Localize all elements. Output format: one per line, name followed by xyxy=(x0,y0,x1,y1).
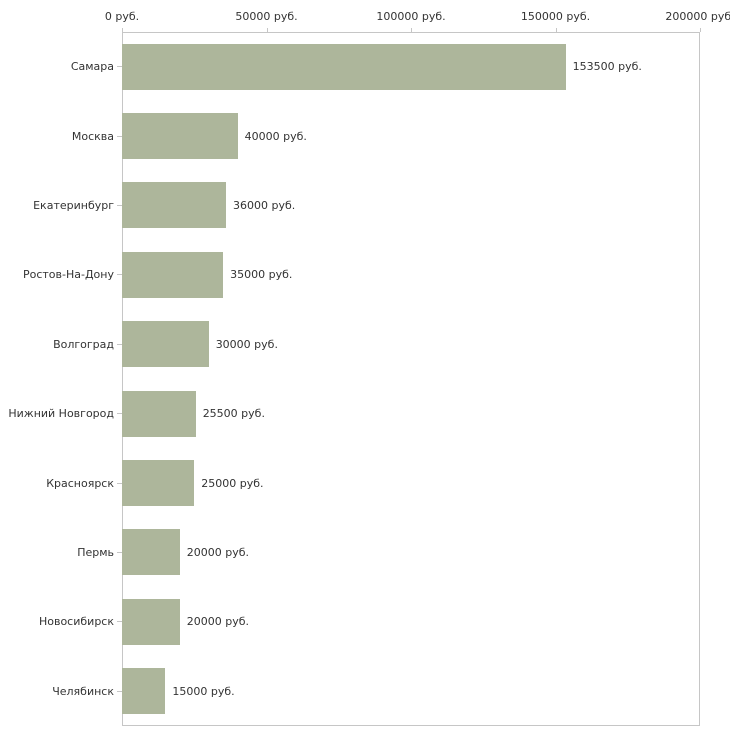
bar xyxy=(122,321,209,368)
value-label: 30000 руб. xyxy=(215,337,278,351)
y-axis-tick xyxy=(117,343,122,345)
x-axis-tick xyxy=(266,28,268,32)
y-axis-tick xyxy=(117,135,122,137)
bar-row: Пермь 20000 руб. xyxy=(0,518,730,587)
bar xyxy=(122,598,180,645)
value-label: 153500 руб. xyxy=(572,60,642,74)
x-axis-tick-label: 50000 руб. xyxy=(235,10,298,23)
x-axis-tick xyxy=(411,28,412,32)
y-axis-tick xyxy=(117,413,122,415)
category-label: Ростов-На-Дону xyxy=(22,268,114,282)
bar-row: Красноярск 25000 руб. xyxy=(0,448,730,517)
category-label: Челябинск xyxy=(52,684,114,698)
bar xyxy=(122,113,238,160)
bar-row: Челябинск 15000 руб. xyxy=(0,657,730,726)
bar xyxy=(122,182,227,229)
bar xyxy=(122,43,566,90)
value-label: 25500 руб. xyxy=(202,407,265,421)
value-label: 40000 руб. xyxy=(244,129,307,143)
value-label: 35000 руб. xyxy=(230,268,293,282)
y-axis-tick xyxy=(117,690,122,692)
y-axis-tick xyxy=(117,551,122,553)
category-label: Екатеринбург xyxy=(33,198,114,212)
category-label: Самара xyxy=(70,60,114,74)
x-axis-tick-label: 150000 руб. xyxy=(520,10,591,23)
x-axis-tick-label: 100000 руб. xyxy=(376,10,446,23)
x-axis-tick-label: 200000 руб. xyxy=(665,10,730,23)
y-axis-tick xyxy=(117,66,122,68)
category-label: Красноярск xyxy=(46,476,114,490)
bar xyxy=(122,529,180,576)
bars-container: Самара 153500 руб. Москва 40000 руб. Екатери… xyxy=(0,32,730,726)
x-axis-tick xyxy=(700,28,701,32)
y-axis-tick xyxy=(117,621,122,623)
bar xyxy=(122,390,196,437)
value-label: 20000 руб. xyxy=(186,615,250,629)
category-label: Новосибирск xyxy=(38,615,114,629)
bar xyxy=(122,460,195,507)
x-axis-tick xyxy=(555,28,557,32)
y-axis-tick xyxy=(117,274,122,276)
bar xyxy=(122,668,166,715)
bar-row: Ростов-На-Дону 35000 руб. xyxy=(0,240,730,309)
category-label: Нижний Новгород xyxy=(8,407,114,421)
x-axis-tick xyxy=(122,28,123,32)
bar xyxy=(122,251,224,298)
bar-row: Волгоград 30000 руб. xyxy=(0,310,730,379)
category-label: Москва xyxy=(71,129,114,143)
category-label: Пермь xyxy=(77,545,114,559)
bar-row: Екатеринбург 36000 руб. xyxy=(0,171,730,240)
bar-row: Нижний Новгород 25500 руб. xyxy=(0,379,730,448)
value-label: 15000 руб. xyxy=(172,684,235,698)
category-label: Волгоград xyxy=(53,337,114,351)
value-label: 25000 руб. xyxy=(201,476,264,490)
y-axis-tick xyxy=(117,482,122,484)
plot-area xyxy=(122,32,700,726)
value-label: 36000 руб. xyxy=(233,198,296,212)
bar-row: Новосибирск 20000 руб. xyxy=(0,587,730,656)
x-axis-tick-label: 0 руб. xyxy=(104,10,140,23)
y-axis-tick xyxy=(117,204,122,206)
bar-row: Москва 40000 руб. xyxy=(0,101,730,170)
bar-row: Самара 153500 руб. xyxy=(0,32,730,101)
value-label: 20000 руб. xyxy=(186,545,250,559)
